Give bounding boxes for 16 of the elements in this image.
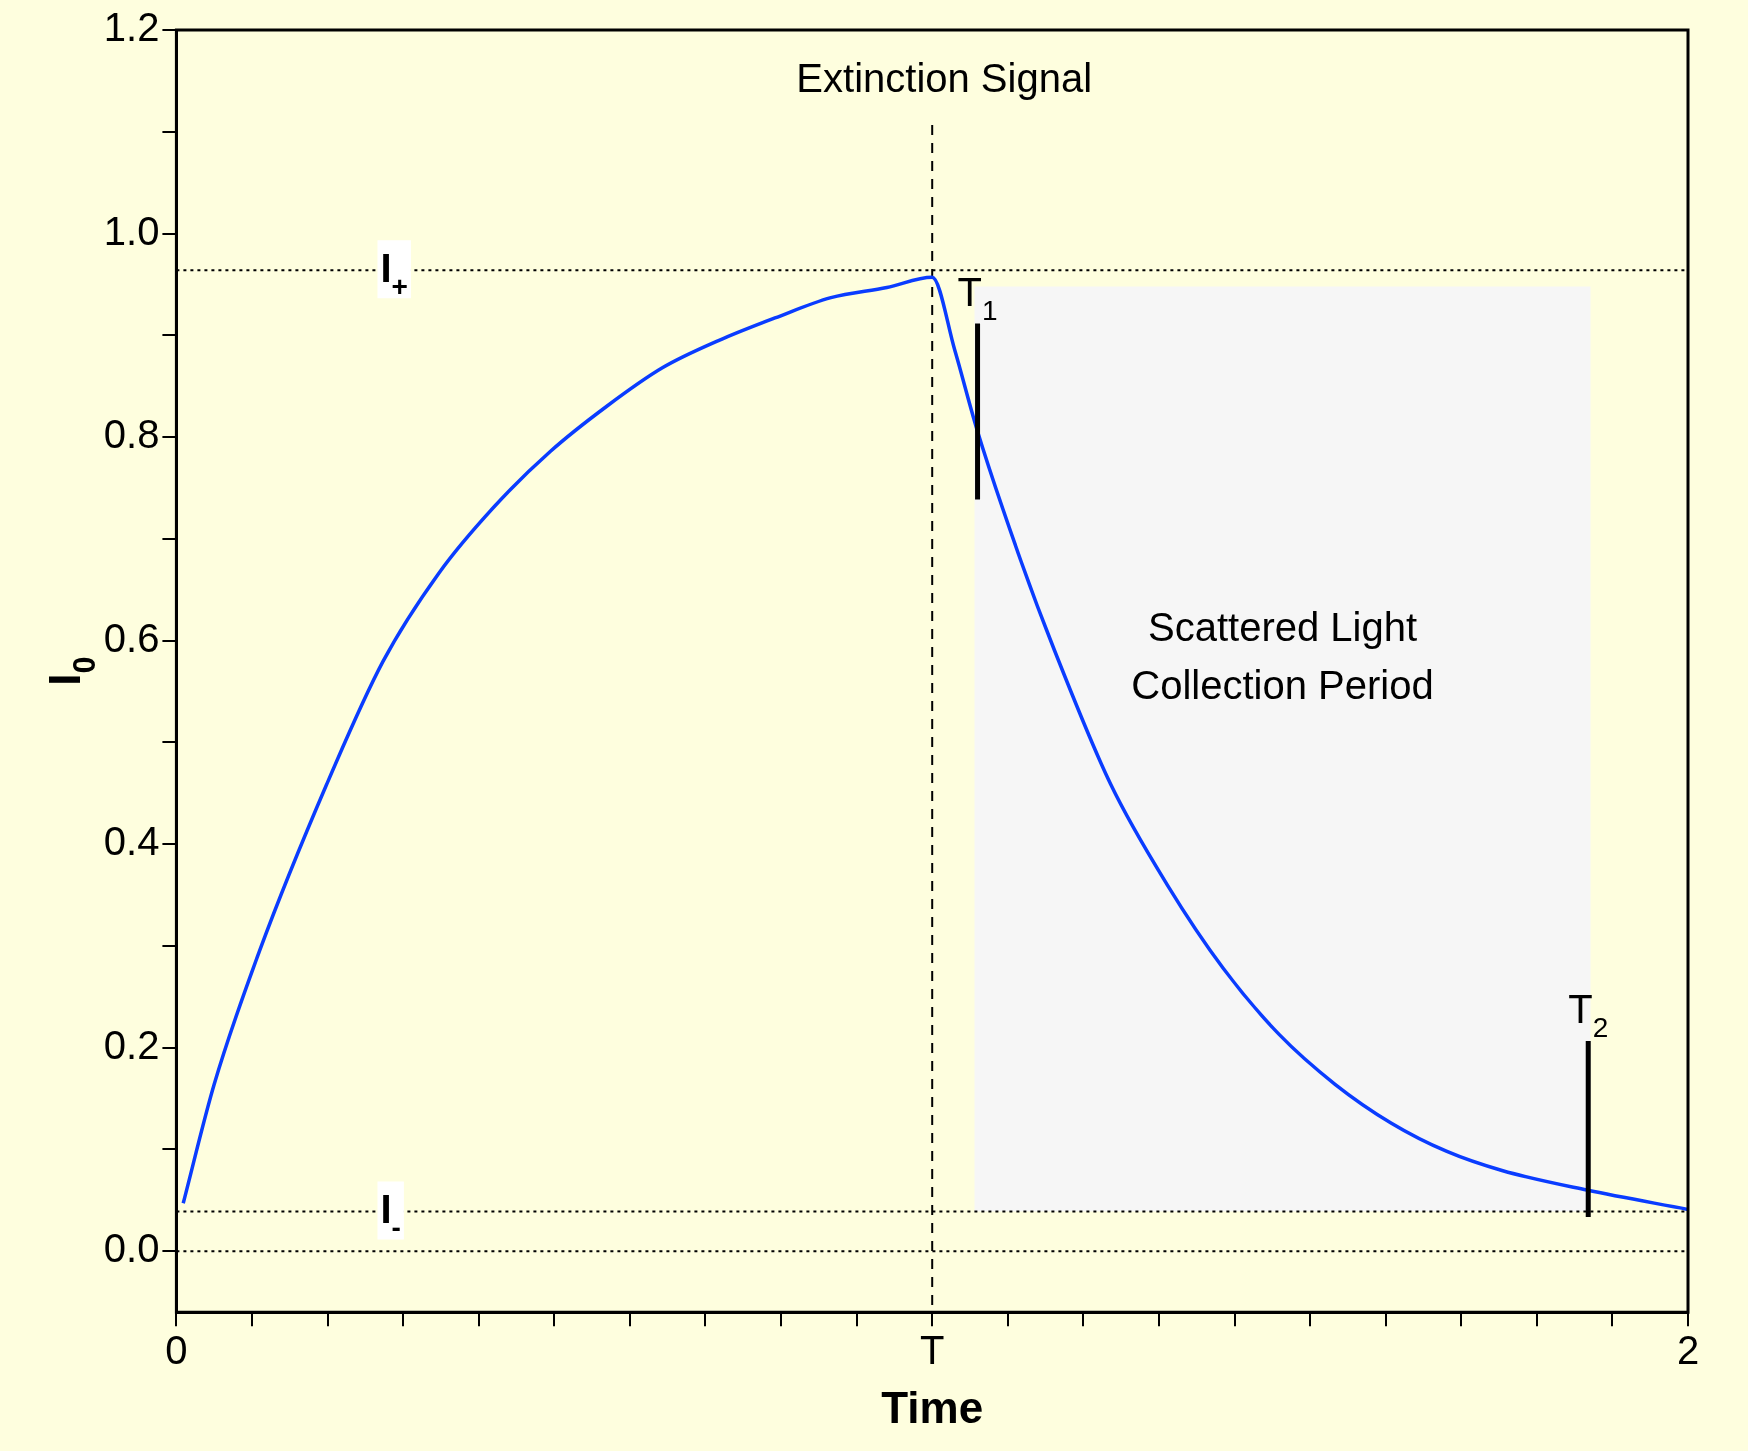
x-tick-label: T [919,1328,945,1373]
band-label: Scattered Light Collection Period [1131,604,1434,707]
x-tick-label: 2 [1676,1328,1700,1373]
y-tick-label: 0.8 [103,412,160,457]
y-axis-title: I0 [40,656,103,686]
ref-line-label: Extinction Signal [796,56,1093,100]
ref-line-label: I- [380,1187,401,1244]
ref-line-label: I+ [380,246,408,303]
x-tick-label: 0 [165,1328,188,1373]
x-axis-title: Time [881,1382,984,1432]
y-tick-label: 0.0 [103,1226,160,1271]
y-tick-label: 0.4 [103,819,160,864]
y-tick-label: 1.2 [103,5,160,50]
y-tick-label: 0.6 [103,615,160,660]
y-tick-label: 1.0 [103,208,160,253]
y-tick-label: 0.2 [103,1022,160,1067]
